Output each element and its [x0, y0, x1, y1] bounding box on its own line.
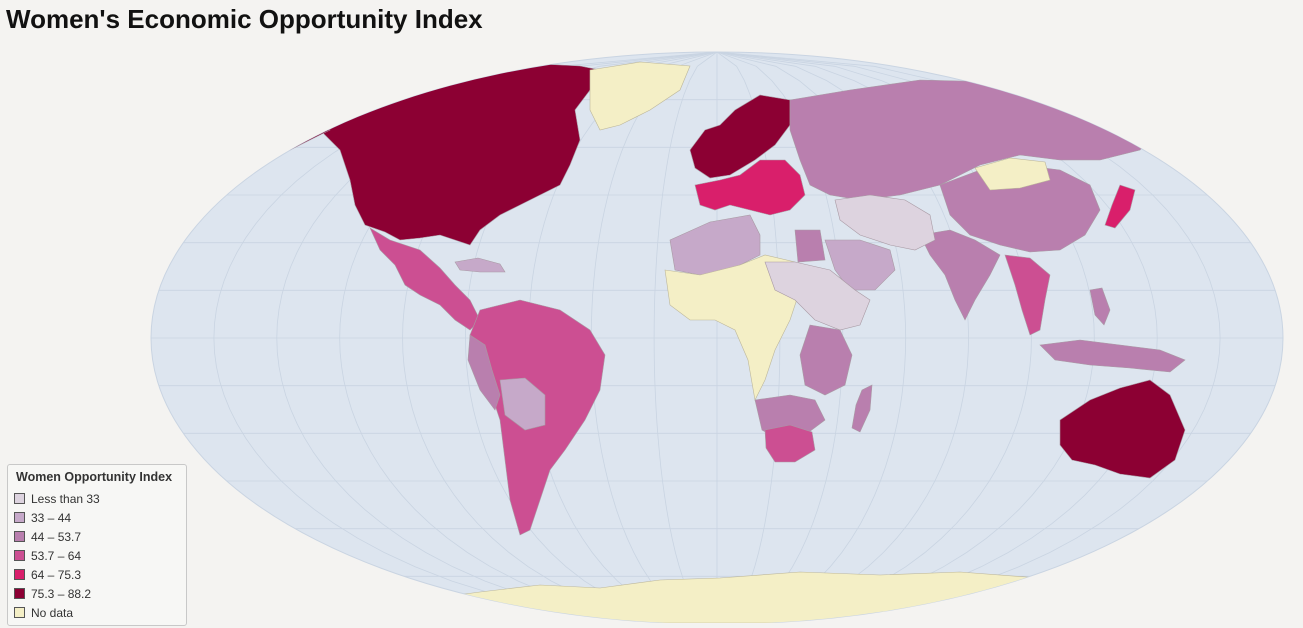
legend: Women Opportunity Index Less than 33 33 … — [7, 464, 187, 626]
region-madagascar[interactable] — [851, 384, 873, 433]
legend-item-53-7-64[interactable]: 53.7 – 64 — [14, 546, 180, 565]
legend-swatch — [14, 512, 25, 523]
region-arabia[interactable] — [824, 239, 896, 291]
region-egypt[interactable] — [794, 229, 826, 263]
region-middle-east[interactable] — [834, 194, 936, 251]
region-iberia-central-europe[interactable] — [694, 159, 806, 216]
region-east-central-africa[interactable] — [799, 324, 853, 396]
legend-item-less-than-33[interactable]: Less than 33 — [14, 489, 180, 508]
region-south-africa[interactable] — [764, 424, 816, 463]
legend-item-75-3-88-2[interactable]: 75.3 – 88.2 — [14, 584, 180, 603]
legend-swatch — [14, 588, 25, 599]
legend-swatch — [14, 569, 25, 580]
region-north-africa[interactable] — [669, 214, 761, 276]
region-caribbean[interactable] — [454, 257, 506, 273]
legend-label: Less than 33 — [31, 491, 100, 506]
legend-label: 75.3 – 88.2 — [31, 586, 92, 601]
legend-label: 64 – 75.3 — [31, 567, 82, 582]
region-mongolia[interactable] — [974, 157, 1051, 191]
region-sahel-east-africa[interactable] — [764, 261, 871, 331]
region-southeast-asia[interactable] — [1004, 254, 1051, 336]
region-andes[interactable] — [467, 334, 501, 411]
region-philippines[interactable] — [1089, 287, 1111, 326]
legend-label: No data — [31, 605, 74, 620]
legend-item-44-53-7[interactable]: 44 – 53.7 — [14, 527, 180, 546]
legend-label: 53.7 – 64 — [31, 548, 82, 563]
region-indonesia-philippines[interactable] — [1039, 339, 1186, 373]
legend-item-no-data[interactable]: No data — [14, 603, 180, 622]
page-title: Women's Economic Opportunity Index — [6, 4, 483, 34]
legend-swatch — [14, 607, 25, 618]
legend-item-64-75-3[interactable]: 64 – 75.3 — [14, 565, 180, 584]
legend-title: Women Opportunity Index — [16, 470, 173, 484]
region-india[interactable] — [919, 229, 1001, 321]
region-sahara-central-africa[interactable] — [664, 254, 801, 401]
region-greenland[interactable] — [589, 61, 691, 131]
region-australia[interactable] — [1059, 379, 1186, 479]
region-bolivia-paraguay[interactable] — [499, 377, 546, 431]
legend-swatch — [14, 493, 25, 504]
legend-swatch — [14, 531, 25, 542]
legend-item-33-44[interactable]: 33 – 44 — [14, 508, 180, 527]
region-japan[interactable] — [1104, 184, 1136, 229]
legend-swatch — [14, 550, 25, 561]
legend-label: 33 – 44 — [31, 510, 72, 525]
legend-label: 44 – 53.7 — [31, 529, 82, 544]
